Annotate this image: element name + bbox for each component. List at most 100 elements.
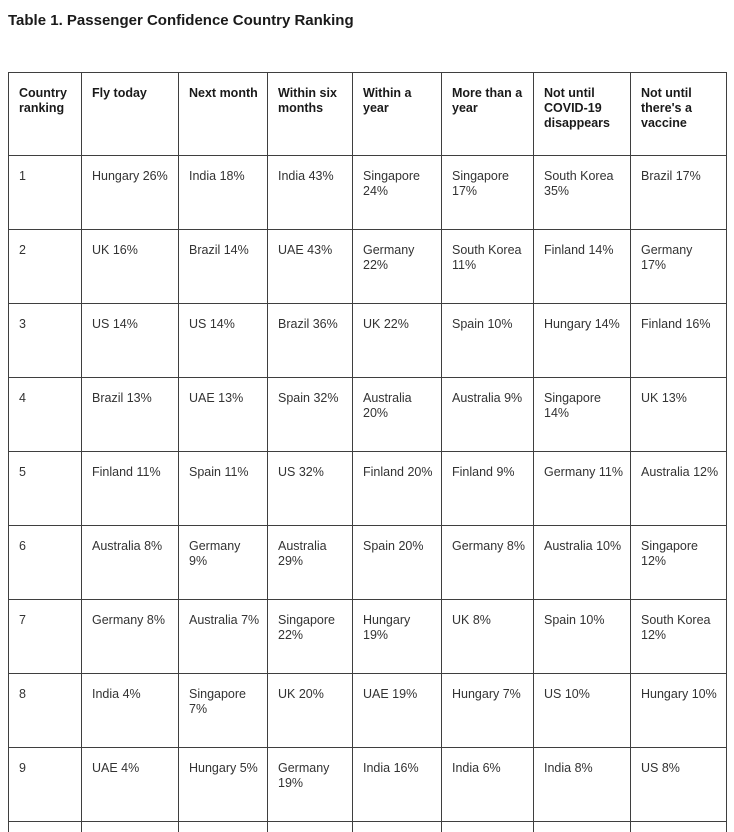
- table-cell: Brazil 14%: [178, 229, 268, 304]
- table-cell: UK 8%: [441, 599, 534, 674]
- rank-cell: 1: [8, 155, 82, 230]
- rank-cell: 9: [8, 747, 82, 822]
- table-cell: India 4%: [81, 673, 179, 748]
- rank-cell: 4: [8, 377, 82, 452]
- table-cell: Spain 10%: [441, 303, 534, 378]
- table-cell: Germany 8%: [441, 525, 534, 600]
- column-header: Within six months: [267, 72, 353, 156]
- table-cell: South Korea 17%: [267, 821, 353, 832]
- table-cell: South Korea 16%: [352, 821, 442, 832]
- table-cell: Brazil 13%: [81, 377, 179, 452]
- table-cell: Germany 22%: [352, 229, 442, 304]
- table-cell: Australia 9%: [441, 377, 534, 452]
- table-cell: Germany 9%: [178, 525, 268, 600]
- table-cell: Finland 14%: [533, 229, 631, 304]
- table-cell: Singapore 22%: [267, 599, 353, 674]
- table-cell: UK 22%: [352, 303, 442, 378]
- table-cell: South Korea 5%: [178, 821, 268, 832]
- table-cell: Spain 32%: [267, 377, 353, 452]
- table-cell: Australia 29%: [267, 525, 353, 600]
- table-cell: UAE 13%: [178, 377, 268, 452]
- table-row: 3 US 14% US 14% Brazil 36% UK 22% Spain 10% Hu…: [8, 303, 727, 378]
- table-cell: Germany 19%: [267, 747, 353, 822]
- table-row: 6 Australia 8% Germany 9% Australia 29% Spai…: [8, 525, 727, 600]
- table-cell: UAE 43%: [267, 229, 353, 304]
- rank-cell: 10: [8, 821, 82, 832]
- table-cell: UAE 6%: [441, 821, 534, 832]
- table-cell: Germany 11%: [533, 451, 631, 526]
- table-cell: Hungary 5%: [178, 747, 268, 822]
- table-cell: US 32%: [267, 451, 353, 526]
- page-title: Table 1. Passenger Confidence Country Ra…: [8, 12, 354, 29]
- table-cell: UK 16%: [81, 229, 179, 304]
- column-header: Next month: [178, 72, 268, 156]
- table-cell: Brazil 17%: [630, 155, 727, 230]
- table-row: 7 Germany 8% Australia 7% Singapore 22% Hung…: [8, 599, 727, 674]
- table-cell: Australia 12%: [630, 451, 727, 526]
- table-cell: Finland 9%: [441, 451, 534, 526]
- table-cell: South Korea 35%: [533, 155, 631, 230]
- table-cell: US 10%: [533, 673, 631, 748]
- table-cell: South Korea 11%: [441, 229, 534, 304]
- table-cell: Singapore 14%: [533, 377, 631, 452]
- table-cell: Finland 16%: [630, 303, 727, 378]
- table-cell: Hungary 14%: [533, 303, 631, 378]
- header-row: Country ranking Fly today Next month Within…: [8, 72, 727, 156]
- table-cell: UAE 7%: [533, 821, 631, 832]
- table-cell: Australia 20%: [352, 377, 442, 452]
- table-cell: India 16%: [352, 747, 442, 822]
- table-row: 1 Hungary 26% India 18% India 43% Singapore …: [8, 155, 727, 230]
- table-cell: US 8%: [630, 747, 727, 822]
- table-header: Country ranking Fly today Next month Within…: [8, 72, 727, 156]
- table-cell: UAE 4%: [81, 747, 179, 822]
- table-row: 8 India 4% Singapore 7% UK 20% UAE 19% Hungar…: [8, 673, 727, 748]
- table-cell: Singapore 2%: [81, 821, 179, 832]
- table-cell: Finland 11%: [81, 451, 179, 526]
- rank-cell: 8: [8, 673, 82, 748]
- table-cell: Brazil 36%: [267, 303, 353, 378]
- table-cell: UK 13%: [630, 377, 727, 452]
- table-cell: Hungary 26%: [81, 155, 179, 230]
- column-header: More than a year: [441, 72, 534, 156]
- table-row: 4 Brazil 13% UAE 13% Spain 32% Australia 20%…: [8, 377, 727, 452]
- passenger-confidence-table: Country ranking Fly today Next month Within…: [8, 72, 727, 832]
- rank-cell: 2: [8, 229, 82, 304]
- table-cell: Germany 17%: [630, 229, 727, 304]
- table-cell: Australia 7%: [178, 599, 268, 674]
- table-cell: Hungary 19%: [352, 599, 442, 674]
- column-header: Country ranking: [8, 72, 82, 156]
- table-cell: India 6%: [441, 747, 534, 822]
- table-cell: Australia 10%: [533, 525, 631, 600]
- table-cell: Hungary 10%: [630, 673, 727, 748]
- table-cell: India 43%: [267, 155, 353, 230]
- table-cell: Singapore 12%: [630, 525, 727, 600]
- table-row: 2 UK 16% Brazil 14% UAE 43% Germany 22% South…: [8, 229, 727, 304]
- column-header: Not until COVID-19 disappears: [533, 72, 631, 156]
- column-header: Within a year: [352, 72, 442, 156]
- table-cell: UK 20%: [267, 673, 353, 748]
- table-cell: Spain 7%: [630, 821, 727, 832]
- rank-cell: 7: [8, 599, 82, 674]
- table-cell: Spain 10%: [533, 599, 631, 674]
- table-cell: Singapore 7%: [178, 673, 268, 748]
- table-cell: Finland 20%: [352, 451, 442, 526]
- table-cell: US 14%: [178, 303, 268, 378]
- table-cell: South Korea 12%: [630, 599, 727, 674]
- rank-cell: 5: [8, 451, 82, 526]
- table-body: 1 Hungary 26% India 18% India 43% Singapore …: [8, 155, 727, 832]
- table-cell: Spain 11%: [178, 451, 268, 526]
- table-cell: India 8%: [533, 747, 631, 822]
- table-cell: Hungary 7%: [441, 673, 534, 748]
- rank-cell: 6: [8, 525, 82, 600]
- table-cell: Singapore 24%: [352, 155, 442, 230]
- column-header: Not until there's a vaccine: [630, 72, 727, 156]
- table-row: 10Singapore 2%South Korea 5%South Korea …: [8, 821, 727, 832]
- table-cell: US 14%: [81, 303, 179, 378]
- table-cell: Spain 20%: [352, 525, 442, 600]
- table-cell: Australia 8%: [81, 525, 179, 600]
- table-row: 9 UAE 4% Hungary 5% Germany 19% India 16% Ind…: [8, 747, 727, 822]
- table-cell: Germany 8%: [81, 599, 179, 674]
- table-cell: India 18%: [178, 155, 268, 230]
- table-row: 5 Finland 11% Spain 11% US 32% Finland 20% Fi…: [8, 451, 727, 526]
- column-header: Fly today: [81, 72, 179, 156]
